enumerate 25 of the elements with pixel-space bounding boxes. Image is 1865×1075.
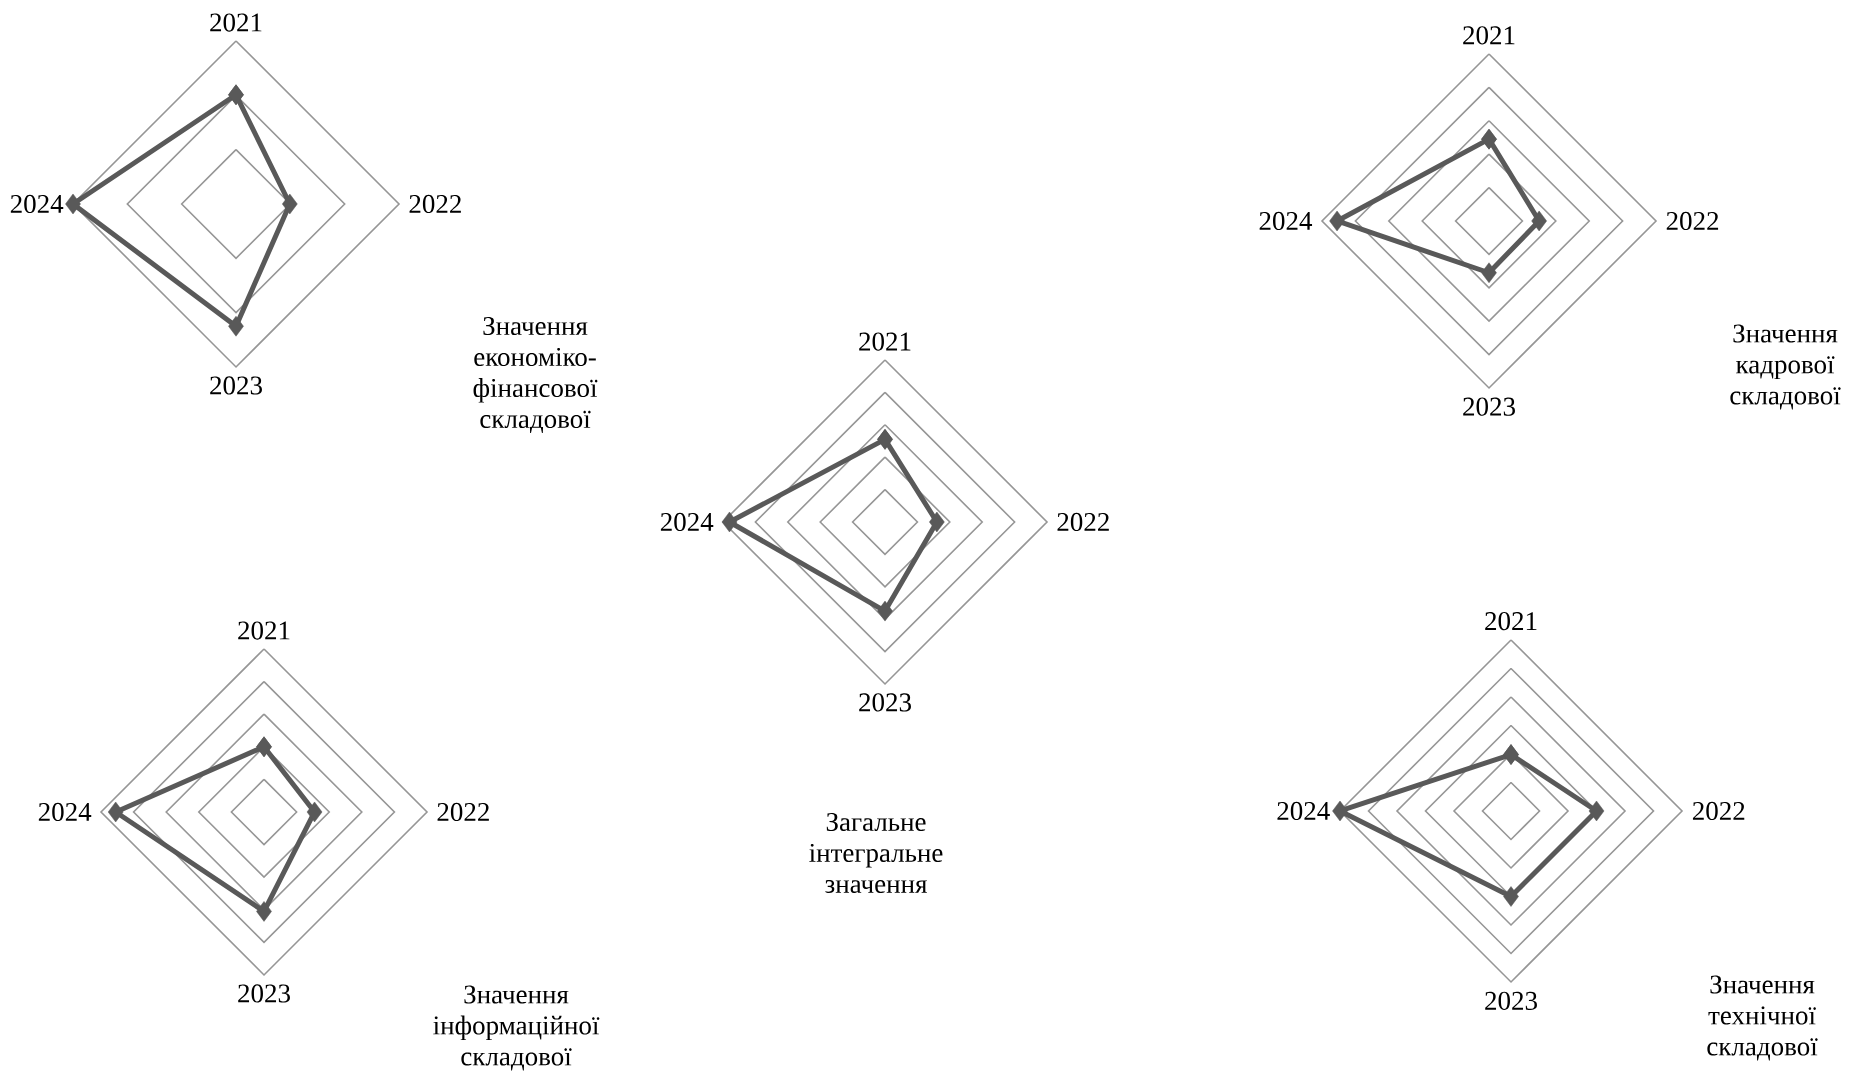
spoke-label: 2022: [409, 194, 461, 214]
spoke-label: 2023: [1463, 397, 1515, 416]
spoke-label: 2024: [1277, 801, 1330, 821]
text: Значення інформаційної складової: [433, 985, 600, 1071]
spoke-label: 2021: [210, 13, 262, 32]
spoke-label: 2022: [1692, 801, 1745, 821]
text: Значення кадрової складової: [1730, 324, 1841, 410]
spoke-label: 2021: [1485, 612, 1537, 631]
text: Значення економіко-фінансової складової: [473, 316, 598, 434]
spoke-label: 2022: [437, 802, 489, 822]
spoke-label: 2021: [238, 621, 290, 640]
spoke-label: 2024: [1259, 211, 1313, 231]
spoke-label: 2022: [1666, 211, 1719, 231]
spoke-label: 2023: [210, 376, 262, 395]
text: Загальне інтегральне значення: [809, 812, 943, 894]
spoke-label: 2022: [1057, 512, 1109, 532]
spoke-label: 2023: [1485, 991, 1537, 1010]
spoke-label: 2021: [1463, 26, 1515, 45]
text: Значення технічної складової: [1707, 975, 1818, 1061]
spoke-label: 2024: [38, 802, 92, 822]
spoke-label: 2024: [660, 512, 714, 532]
spoke-label: 2024: [10, 194, 64, 214]
spoke-label: 2023: [238, 984, 290, 1003]
spoke-label: 2021: [859, 332, 911, 351]
spoke-label: 2023: [859, 693, 911, 712]
